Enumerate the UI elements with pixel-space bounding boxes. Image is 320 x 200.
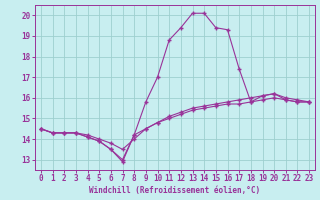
X-axis label: Windchill (Refroidissement éolien,°C): Windchill (Refroidissement éolien,°C) [89,186,260,195]
